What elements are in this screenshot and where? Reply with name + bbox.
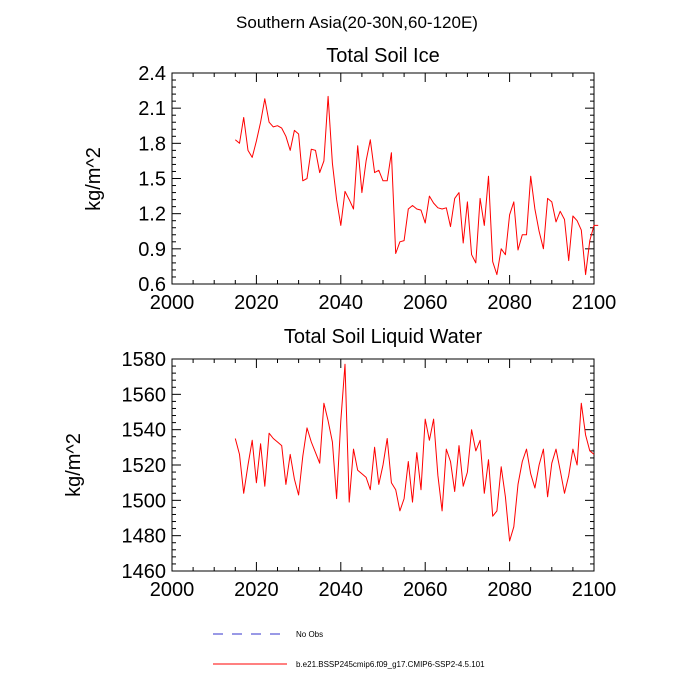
legend: No Obs b.e21.BSSP245cmip6.f09_g17.CMIP6-…	[213, 630, 485, 669]
x-tick-label: 2100	[572, 292, 617, 314]
y-tick-label: 1520	[122, 455, 167, 477]
y-axis-label: kg/m^2	[63, 433, 85, 497]
y-tick-label: 1480	[122, 526, 167, 548]
series-line	[234, 95, 599, 276]
plot-panel-soil-ice: Total Soil Ice kg/m^2 2000 2020 2040 2060 20…	[83, 45, 616, 314]
x-tick-label: 2080	[487, 292, 532, 314]
x-tick-label: 2020	[234, 292, 279, 314]
legend-label-model: b.e21.BSSP245cmip6.f09_g17.CMIP6-SSP2-4.…	[296, 660, 485, 669]
x-tick-label: 2100	[572, 579, 617, 601]
series-line	[234, 363, 595, 542]
x-tick-label: 2060	[403, 292, 448, 314]
chart-title: Total Soil Ice	[326, 45, 439, 67]
y-axis-label: kg/m^2	[83, 147, 105, 211]
x-tick-label: 2020	[234, 579, 279, 601]
x-tick-label: 2060	[403, 579, 448, 601]
y-tick-label: 2.1	[138, 98, 166, 120]
y-tick-label: 0.9	[138, 239, 166, 261]
x-tick-label: 2080	[487, 579, 532, 601]
x-tick-label: 2040	[319, 579, 364, 601]
x-tick-label: 2000	[150, 579, 195, 601]
y-tick-label: 1560	[122, 384, 167, 406]
y-tick-label: 1.2	[138, 204, 166, 226]
y-tick-label: 1.5	[138, 169, 166, 191]
plot-panel-soil-liquid-water: Total Soil Liquid Water kg/m^2 2000 2020 2…	[63, 326, 616, 601]
figure-suptitle: Southern Asia(20-30N,60-120E)	[236, 13, 478, 32]
y-tick-label: 1580	[122, 349, 167, 371]
y-tick-label: 1460	[122, 561, 167, 583]
y-tick-label: 1.8	[138, 133, 166, 155]
y-tick-label: 1500	[122, 490, 167, 512]
y-tick-label: 2.4	[138, 63, 166, 85]
legend-label-no-obs: No Obs	[296, 630, 323, 639]
x-tick-label: 2040	[319, 292, 364, 314]
x-tick-label: 2000	[150, 292, 195, 314]
chart-title: Total Soil Liquid Water	[284, 326, 483, 348]
y-tick-label: 0.6	[138, 274, 166, 296]
y-tick-label: 1540	[122, 420, 167, 442]
